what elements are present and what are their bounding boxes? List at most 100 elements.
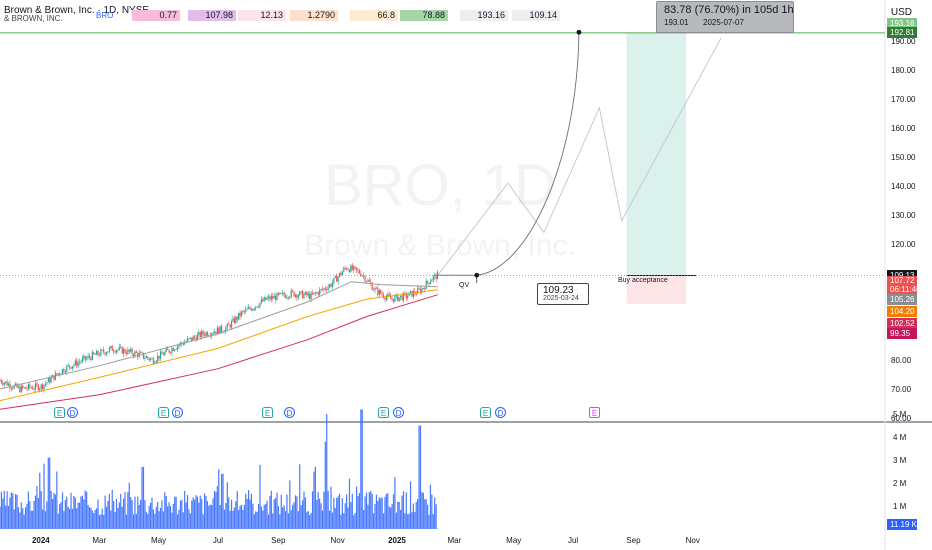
candle-body [346, 268, 348, 270]
volume-bar [2, 498, 4, 529]
header-stat: 12.13 [238, 10, 286, 21]
dividend-marker[interactable]: D [393, 407, 404, 418]
candle-body [194, 336, 196, 338]
candle-body [95, 350, 98, 355]
volume-bar [401, 495, 403, 529]
candle-body [415, 293, 417, 295]
candle-body [27, 384, 30, 389]
earnings-marker[interactable]: E [589, 407, 600, 418]
candle-body [164, 351, 166, 356]
candle-body [337, 276, 339, 282]
volume-bar [83, 499, 85, 529]
candle-body [64, 371, 66, 373]
volume-bar [374, 503, 376, 529]
candle-body [436, 271, 439, 280]
candle-body [50, 377, 52, 383]
symbol-header[interactable]: Brown & Brown, Inc. · 1D, NYSE & BROWN, … [0, 0, 600, 23]
header-stat: 66.8 [350, 10, 398, 21]
candle-body [23, 387, 25, 389]
candle-body [145, 356, 147, 359]
candle-body [316, 292, 318, 294]
candle-body [419, 289, 422, 293]
candle-body [233, 318, 235, 323]
dividend-marker[interactable]: D [284, 407, 295, 418]
volume-bar [209, 504, 211, 529]
volume-bar [175, 496, 177, 529]
earnings-marker[interactable]: E [378, 407, 389, 418]
header-stat: 0.77 [132, 10, 180, 21]
volume-bars [0, 409, 439, 529]
volume-bar [88, 507, 91, 529]
candle-body [7, 383, 10, 386]
candle-body [387, 294, 389, 298]
volume-bar [243, 504, 245, 529]
candle-body [144, 358, 146, 359]
earnings-marker[interactable]: E [158, 407, 169, 418]
volume-bar [15, 493, 17, 529]
volume-bar [360, 409, 362, 529]
volume-bar [283, 505, 285, 529]
candle-body [63, 369, 65, 372]
volume-bar [317, 492, 319, 529]
candle-body [80, 361, 82, 363]
volume-bar [328, 510, 331, 529]
volume-bar [23, 514, 25, 529]
volume-bar [289, 480, 291, 529]
volume-bar [169, 506, 172, 529]
earnings-marker[interactable]: E [262, 407, 273, 418]
candle-body [330, 284, 332, 287]
volume-bar [184, 490, 186, 529]
moving-average-line [0, 281, 438, 390]
candle-body [43, 384, 45, 390]
moving-average-line [0, 294, 438, 410]
earnings-marker[interactable]: E [480, 407, 491, 418]
candle-body [289, 296, 291, 298]
volume-bar [434, 497, 436, 529]
dividend-marker[interactable]: D [495, 407, 506, 418]
earnings-marker[interactable]: E [54, 407, 65, 418]
volume-bar [426, 504, 429, 529]
candle-body [205, 332, 207, 336]
volume-bar [277, 506, 280, 529]
volume-bar [392, 494, 395, 529]
price-tick-label: 160.00 [891, 124, 916, 133]
candle-body [232, 318, 234, 322]
candle-body [253, 308, 255, 310]
volume-bar [130, 497, 132, 529]
volume-bar [358, 493, 361, 529]
volume-bar [127, 492, 129, 529]
candle-body [249, 307, 251, 309]
currency-label[interactable]: USD [890, 7, 912, 18]
candle-body [378, 290, 380, 295]
volume-bar [223, 509, 226, 529]
company-short-name: & BROWN, INC. [4, 14, 63, 23]
volume-bar [246, 498, 248, 529]
dividend-marker[interactable]: D [172, 407, 183, 418]
candle-body [310, 292, 312, 299]
candle-body [228, 324, 230, 325]
volume-bar [42, 509, 44, 529]
volume-bar [22, 508, 24, 529]
candle-body [381, 293, 383, 295]
candle-body [348, 269, 351, 272]
volume-bar [39, 472, 41, 529]
candle-body [26, 388, 28, 390]
candle-body [307, 293, 309, 296]
volume-bar [5, 505, 7, 529]
dividend-marker[interactable]: D [67, 407, 78, 418]
candle-body [424, 288, 426, 290]
candle-body [185, 341, 187, 343]
entry-callout[interactable]: 109.23 2025-03-24 [537, 283, 589, 305]
volume-bar [266, 500, 268, 529]
volume-bar [267, 514, 270, 529]
volume-bar [354, 512, 356, 529]
candle-body [351, 265, 353, 270]
price-tick-label: 170.00 [891, 95, 916, 104]
candle-body [71, 366, 74, 369]
stop-zone [626, 275, 686, 304]
candle-body [169, 352, 172, 354]
candle-body [167, 348, 169, 350]
candle-body [134, 351, 136, 356]
candle-body [212, 333, 214, 335]
